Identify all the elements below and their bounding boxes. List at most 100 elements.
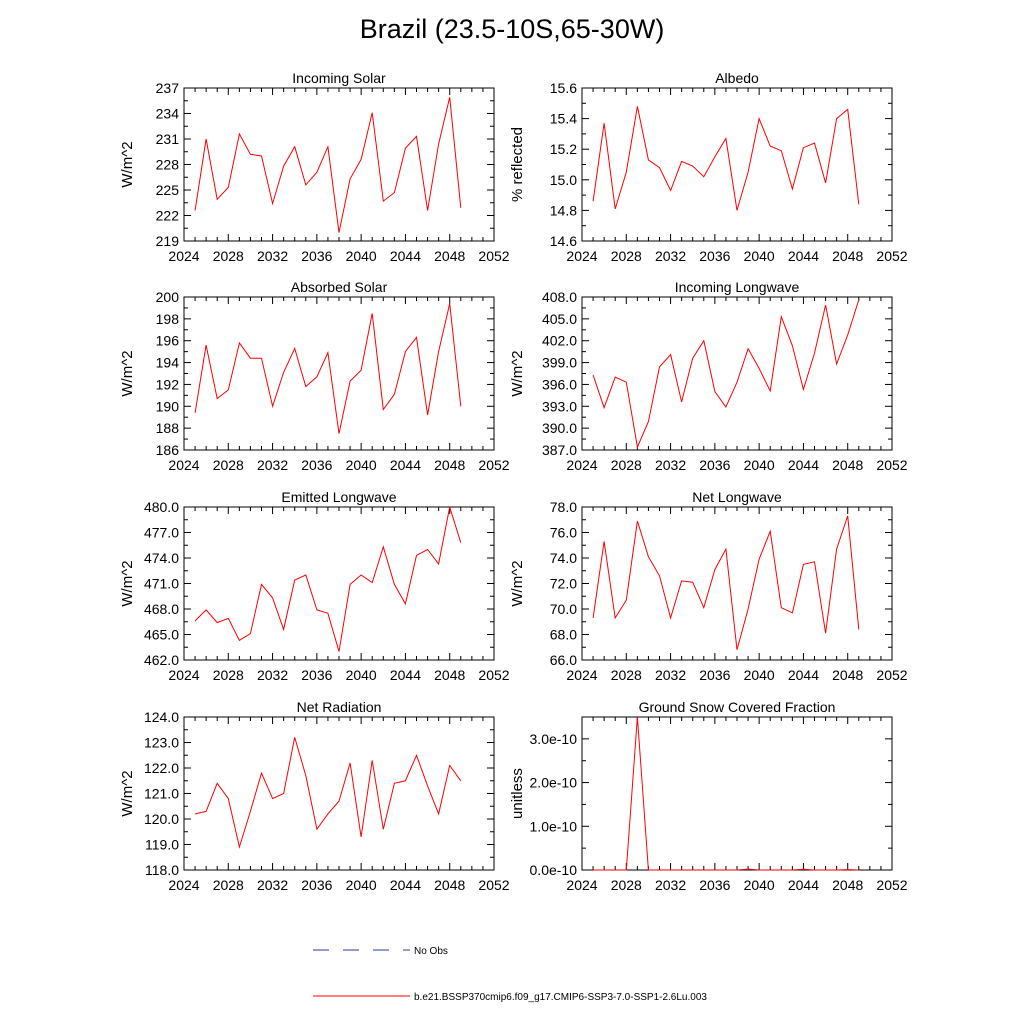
x-tick-label: 2052	[876, 457, 907, 473]
x-tick-label: 2032	[257, 667, 288, 683]
y-tick-label: 123.0	[144, 735, 179, 751]
y-tick-label: 231	[156, 131, 180, 147]
panel-absorbed-solar: Absorbed Solar 2024 2028 2032 2036 2040 2044 20…	[119, 279, 510, 473]
x-tick-label: 2032	[655, 248, 686, 264]
y-tick-label: 234	[156, 106, 180, 122]
x-tick-label: 2024	[168, 457, 199, 473]
y-tick-label: 78.0	[550, 499, 577, 515]
y-tick-label: 408.0	[542, 289, 577, 305]
x-tick-label: 2024	[566, 667, 597, 683]
x-tick-label: 2040	[346, 248, 377, 264]
x-tick-label: 2028	[213, 877, 244, 893]
x-tick-label: 2028	[611, 457, 642, 473]
x-tick-label: 2028	[213, 457, 244, 473]
y-tick-label: 74.0	[550, 550, 577, 566]
y-tick-label: 122.0	[144, 760, 179, 776]
x-tick-label: 2036	[301, 877, 332, 893]
y-tick-label: 390.0	[542, 420, 577, 436]
y-tick-label: 120.0	[144, 811, 179, 827]
plot-frame	[183, 716, 495, 871]
y-tick-label: 188	[156, 420, 180, 436]
panel-title: Emitted Longwave	[281, 489, 396, 505]
y-tick-label: 462.0	[144, 652, 179, 668]
series-line	[592, 299, 860, 449]
y-tick-label: 474.0	[144, 550, 179, 566]
panel-title: Net Longwave	[692, 489, 782, 505]
panel-emitted-longwave: Emitted Longwave 2024 2028 2032 2036 2040 2044…	[119, 489, 510, 683]
series-line	[194, 506, 462, 652]
y-tick-label: 200	[156, 289, 180, 305]
legend-obs-label: No Obs	[414, 946, 448, 957]
y-tick-label: 471.0	[144, 576, 179, 592]
x-tick-label: 2052	[478, 248, 509, 264]
x-tick-label: 2028	[611, 248, 642, 264]
x-tick-label: 2052	[478, 457, 509, 473]
x-tick-label: 2040	[346, 457, 377, 473]
y-tick-label: 228	[156, 157, 180, 173]
x-tick-label: 2048	[434, 457, 465, 473]
x-tick-label: 2040	[744, 457, 775, 473]
x-tick-label: 2028	[611, 877, 642, 893]
x-tick-label: 2036	[699, 877, 730, 893]
x-tick-label: 2044	[390, 877, 421, 893]
y-tick-label: 2.0e-10	[530, 775, 578, 791]
x-tick-label: 2048	[434, 667, 465, 683]
y-tick-label: 0.0e-10	[530, 862, 578, 878]
panel-title: Absorbed Solar	[291, 279, 388, 295]
plot-frame	[183, 87, 495, 242]
y-tick-label: 198	[156, 311, 180, 327]
y-tick-label: 468.0	[144, 601, 179, 617]
x-tick-label: 2044	[788, 877, 819, 893]
plot-frame	[581, 296, 893, 451]
x-tick-label: 2024	[566, 877, 597, 893]
y-tick-label: 465.0	[144, 627, 179, 643]
x-tick-label: 2032	[257, 457, 288, 473]
plot-frame	[183, 296, 495, 451]
panel-albedo: Albedo 2024 2028 2032 2036 2040 2044 2048 2052 14…	[509, 70, 908, 264]
y-tick-label: 14.6	[550, 233, 577, 249]
y-axis-label: W/m^2	[509, 350, 526, 396]
page-title: Brazil (23.5-10S,65-30W)	[359, 14, 665, 44]
x-tick-label: 2052	[876, 667, 907, 683]
x-tick-label: 2040	[744, 667, 775, 683]
y-tick-label: 480.0	[144, 499, 179, 515]
x-tick-label: 2032	[655, 667, 686, 683]
x-tick-label: 2052	[876, 248, 907, 264]
x-tick-label: 2052	[876, 877, 907, 893]
y-tick-label: 68.0	[550, 627, 577, 643]
panel-title: Incoming Longwave	[675, 279, 800, 295]
x-tick-label: 2048	[832, 877, 863, 893]
x-tick-label: 2032	[257, 877, 288, 893]
x-tick-label: 2048	[434, 877, 465, 893]
y-tick-label: 72.0	[550, 576, 577, 592]
y-tick-label: 399.0	[542, 355, 577, 371]
y-tick-label: 186	[156, 442, 180, 458]
series-line	[194, 97, 462, 233]
series-line	[593, 716, 859, 871]
y-tick-label: 15.4	[550, 111, 577, 127]
x-tick-label: 2044	[390, 667, 421, 683]
y-tick-label: 118.0	[145, 862, 179, 878]
y-tick-label: 192	[156, 376, 180, 392]
x-tick-label: 2040	[346, 667, 377, 683]
x-tick-label: 2028	[213, 248, 244, 264]
x-tick-label: 2036	[699, 457, 730, 473]
y-axis-label: unitless	[509, 768, 526, 819]
x-tick-label: 2024	[168, 667, 199, 683]
x-tick-label: 2036	[699, 248, 730, 264]
y-tick-label: 70.0	[550, 601, 577, 617]
y-tick-label: 396.0	[542, 376, 577, 392]
y-tick-label: 405.0	[542, 311, 577, 327]
x-tick-label: 2048	[434, 248, 465, 264]
legend-model-label: b.e21.BSSP370cmip6.f09_g17.CMIP6-SSP3-7.…	[414, 992, 707, 1003]
x-tick-label: 2036	[301, 248, 332, 264]
y-tick-label: 194	[156, 355, 180, 371]
y-tick-label: 66.0	[550, 652, 577, 668]
plot-frame	[581, 716, 893, 871]
x-tick-label: 2024	[566, 457, 597, 473]
x-tick-label: 2028	[611, 667, 642, 683]
x-tick-label: 2036	[301, 667, 332, 683]
x-tick-label: 2024	[168, 877, 199, 893]
y-tick-label: 237	[156, 80, 180, 96]
